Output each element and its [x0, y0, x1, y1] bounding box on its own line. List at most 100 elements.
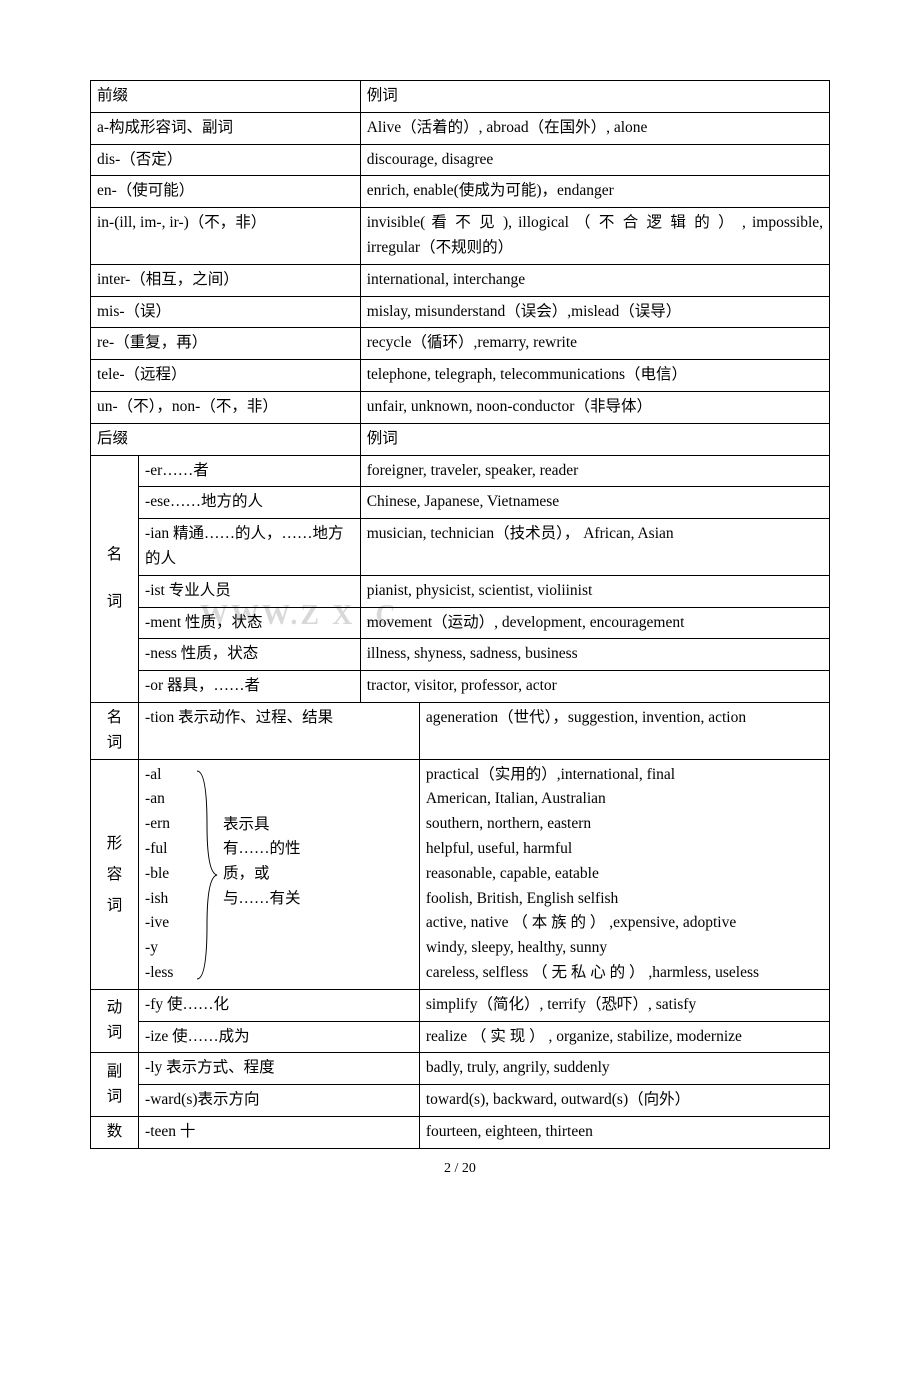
- adverb-label: 副词: [91, 1053, 139, 1117]
- suffix-cell: -ize 使……成为: [139, 1021, 420, 1053]
- examples-cell: unfair, unknown, noon-conductor（非导体）: [360, 391, 829, 423]
- table-row: -ment 性质，状态movement（运动）, development, en…: [91, 607, 830, 639]
- adj-suffix: -less: [145, 961, 173, 986]
- adj-example-line: southern, northern, eastern: [426, 812, 823, 837]
- suffix-cell: -or 器具，……者: [139, 671, 361, 703]
- suffix-cell: -er……者: [139, 456, 361, 487]
- examples-cell: discourage, disagree: [360, 144, 829, 176]
- prefix-cell: a-构成形容词、副词: [91, 112, 361, 144]
- examples-cell: international, interchange: [360, 264, 829, 296]
- noun-label-2: 名词: [91, 703, 139, 759]
- adj-suffix: -ern: [145, 812, 173, 837]
- examples-cell: invisible( 看 不 见 ), illogical （ 不 合 逻 辑 …: [360, 208, 829, 265]
- prefix-cell: mis-（误）: [91, 296, 361, 328]
- table-row: en-（使可能）enrich, enable(使成为可能)，endanger: [91, 176, 830, 208]
- suffix-cell: -ness 性质，状态: [139, 639, 361, 671]
- adj-description: 表示具有……的性质，或与……有关: [223, 813, 313, 912]
- adj-example-line: foolish, British, English selfish: [426, 887, 823, 912]
- page-number: 2 / 20: [90, 1161, 830, 1177]
- suffix-cell: -ian 精通……的人，……地方的人: [139, 519, 361, 576]
- noun-label-text: 名词: [97, 706, 132, 756]
- prefix-cell: un-（不），non-（不，非）: [91, 391, 361, 423]
- adj-suffix: -y: [145, 936, 173, 961]
- examples-cell: simplify（简化）, terrify（恐吓）, satisfy: [419, 989, 829, 1021]
- examples-cell: Chinese, Japanese, Vietnamese: [360, 487, 829, 519]
- page-container: WWW.Z X .C 前缀 例词 a-构成形容词、副词Alive（活着的）, a…: [0, 0, 920, 1380]
- header-examples: 例词: [360, 423, 829, 455]
- examples-cell: musician, technician（技术员）， African, Asia…: [360, 519, 829, 576]
- adj-suffix: -ish: [145, 887, 173, 912]
- table-row: tele-（远程）telephone, telegraph, telecommu…: [91, 360, 830, 392]
- adj-suffix: -an: [145, 787, 173, 812]
- examples-cell: Alive（活着的）, abroad（在国外）, alone: [360, 112, 829, 144]
- examples-cell: pianist, physicist, scientist, violiinis…: [360, 575, 829, 607]
- adj-example-line: careless, selfless （ 无 私 心 的 ） ,harmless…: [426, 961, 823, 986]
- examples-cell: telephone, telegraph, telecommunications…: [360, 360, 829, 392]
- examples-cell: illness, shyness, sadness, business: [360, 639, 829, 671]
- table-row: -ness 性质，状态illness, shyness, sadness, bu…: [91, 639, 830, 671]
- table-row: dis-（否定）discourage, disagree: [91, 144, 830, 176]
- suffix-cell: -ward(s)表示方向: [139, 1085, 420, 1117]
- examples-cell: badly, truly, angrily, suddenly: [419, 1053, 829, 1085]
- table-row: 前缀 例词: [91, 81, 830, 113]
- prefix-cell: en-（使可能）: [91, 176, 361, 208]
- examples-cell: realize （ 实 现 ） , organize, stabilize, m…: [419, 1021, 829, 1053]
- table-row: 副词 -ly 表示方式、程度 badly, truly, angrily, su…: [91, 1053, 830, 1085]
- adj-example-line: reasonable, capable, eatable: [426, 862, 823, 887]
- verb-label-text: 动词: [97, 996, 132, 1046]
- examples-cell: fourteen, eighteen, thirteen: [419, 1116, 829, 1148]
- prefix-cell: inter-（相互，之间）: [91, 264, 361, 296]
- adj-suffix: -ive: [145, 911, 173, 936]
- prefix-cell: in-(ill, im-, ir-)（不，非）: [91, 208, 361, 265]
- adj-label-text: 形容词: [97, 828, 132, 921]
- adj-suffix: -al: [145, 763, 173, 788]
- noun-label: 名词: [91, 456, 139, 703]
- table-row: un-（不），non-（不，非）unfair, unknown, noon-co…: [91, 391, 830, 423]
- examples-cell: foreigner, traveler, speaker, reader: [360, 456, 829, 487]
- table-row: mis-（误）mislay, misunderstand（误会）,mislead…: [91, 296, 830, 328]
- suffix-cell: -ist 专业人员: [139, 575, 361, 607]
- header-examples: 例词: [360, 81, 829, 113]
- number-label: 数: [91, 1116, 139, 1148]
- adj-suffix-list: -al -an -ern -ful -ble -ish -ive -y -les…: [145, 763, 173, 986]
- table-row: a-构成形容词、副词Alive（活着的）, abroad（在国外）, alone: [91, 112, 830, 144]
- suffix-cell: -tion 表示动作、过程、结果: [139, 703, 420, 759]
- header-prefix: 前缀: [91, 81, 361, 113]
- suffix-cell: -teen 十: [139, 1116, 420, 1148]
- adj-examples-cell: practical（实用的）,international, finalAmeri…: [419, 759, 829, 989]
- suffix-cell: -ly 表示方式、程度: [139, 1053, 420, 1085]
- table-row: -ward(s)表示方向 toward(s), backward, outwar…: [91, 1085, 830, 1117]
- adjective-label: 形容词: [91, 759, 139, 989]
- noun-suffix-table: 名词 -er……者 foreigner, traveler, speaker, …: [90, 456, 830, 703]
- category-suffix-table: 名词 -tion 表示动作、过程、结果 ageneration（世代），sugg…: [90, 703, 830, 1149]
- table-row: 后缀 例词: [91, 423, 830, 455]
- suffix-cell: -ese……地方的人: [139, 487, 361, 519]
- table-row: 形容词 -al -an -ern -ful -ble -ish -ive -y …: [91, 759, 830, 989]
- table-row: -ese……地方的人Chinese, Japanese, Vietnamese: [91, 487, 830, 519]
- adj-example-line: windy, sleepy, healthy, sunny: [426, 936, 823, 961]
- adjective-suffix-cell: -al -an -ern -ful -ble -ish -ive -y -les…: [139, 759, 420, 989]
- examples-cell: enrich, enable(使成为可能)，endanger: [360, 176, 829, 208]
- prefix-table: 前缀 例词 a-构成形容词、副词Alive（活着的）, abroad（在国外）,…: [90, 80, 830, 456]
- table-row: inter-（相互，之间）international, interchange: [91, 264, 830, 296]
- adj-example-line: practical（实用的）,international, final: [426, 763, 823, 788]
- examples-cell: recycle（循环）,remarry, rewrite: [360, 328, 829, 360]
- table-row: 数 -teen 十 fourteen, eighteen, thirteen: [91, 1116, 830, 1148]
- adj-suffix: -ble: [145, 862, 173, 887]
- table-row: in-(ill, im-, ir-)（不，非）invisible( 看 不 见 …: [91, 208, 830, 265]
- noun-label-text: 名词: [97, 532, 132, 625]
- prefix-cell: tele-（远程）: [91, 360, 361, 392]
- table-row: -or 器具，……者tractor, visitor, professor, a…: [91, 671, 830, 703]
- suffix-cell: -fy 使……化: [139, 989, 420, 1021]
- adv-label-text: 副词: [97, 1060, 132, 1110]
- verb-label: 动词: [91, 989, 139, 1053]
- table-row: 名词 -tion 表示动作、过程、结果 ageneration（世代），sugg…: [91, 703, 830, 759]
- table-row: 动词 -fy 使……化 simplify（简化）, terrify（恐吓）, s…: [91, 989, 830, 1021]
- adj-example-line: active, native （ 本 族 的 ） ,expensive, ado…: [426, 911, 823, 936]
- adj-example-line: American, Italian, Australian: [426, 787, 823, 812]
- brace-icon: [193, 765, 221, 985]
- table-row: -ist 专业人员pianist, physicist, scientist, …: [91, 575, 830, 607]
- table-row: re-（重复，再）recycle（循环）,remarry, rewrite: [91, 328, 830, 360]
- examples-cell: toward(s), backward, outward(s)（向外）: [419, 1085, 829, 1117]
- examples-cell: ageneration（世代），suggestion, invention, a…: [419, 703, 829, 759]
